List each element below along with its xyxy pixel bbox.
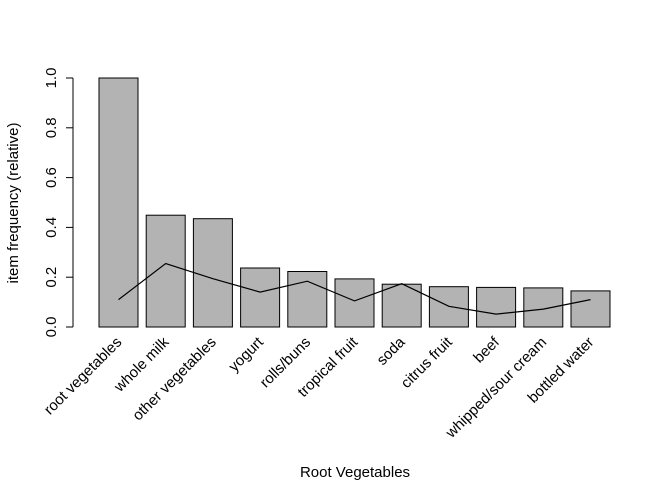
bars-layer: [98, 77, 611, 328]
x-tick-label: root vegetables: [41, 334, 126, 419]
x-tick-label: beef: [470, 333, 503, 366]
y-tick-label: 0.0: [43, 317, 60, 338]
x-tick-label: other vegetables: [129, 334, 219, 424]
y-tick-label: 0.8: [43, 117, 60, 138]
y-tick-label: 0.2: [43, 267, 60, 288]
x-axis-title: Root Vegetables: [300, 464, 410, 480]
x-tick-label: soda: [374, 333, 409, 368]
bar-rolls-buns: [287, 271, 328, 328]
bar-whole-milk: [145, 214, 186, 328]
bar-root-vegetables: [98, 77, 139, 328]
bar-beef: [476, 286, 517, 328]
bar-yogurt: [240, 267, 281, 328]
x-tick-label: yogurt: [225, 333, 267, 375]
line-layer: [118, 262, 591, 315]
series-line: [118, 262, 591, 315]
bar-other-vegetables: [192, 218, 233, 328]
x-tick-label: citrus fruit: [398, 333, 457, 392]
y-axis-title: item frequency (relative): [5, 123, 22, 284]
bar-tropical-fruit: [334, 278, 375, 328]
bar-bottled-water: [570, 290, 611, 328]
bar-soda: [381, 283, 422, 328]
y-axis: 0.0 0.2 0.4 0.6 0.8 1.0: [43, 68, 74, 338]
y-tick-label: 0.4: [43, 217, 60, 238]
y-tick-label: 1.0: [43, 68, 60, 89]
bar-whipped-sour-cream: [523, 287, 564, 328]
y-tick-label: 0.6: [43, 167, 60, 188]
